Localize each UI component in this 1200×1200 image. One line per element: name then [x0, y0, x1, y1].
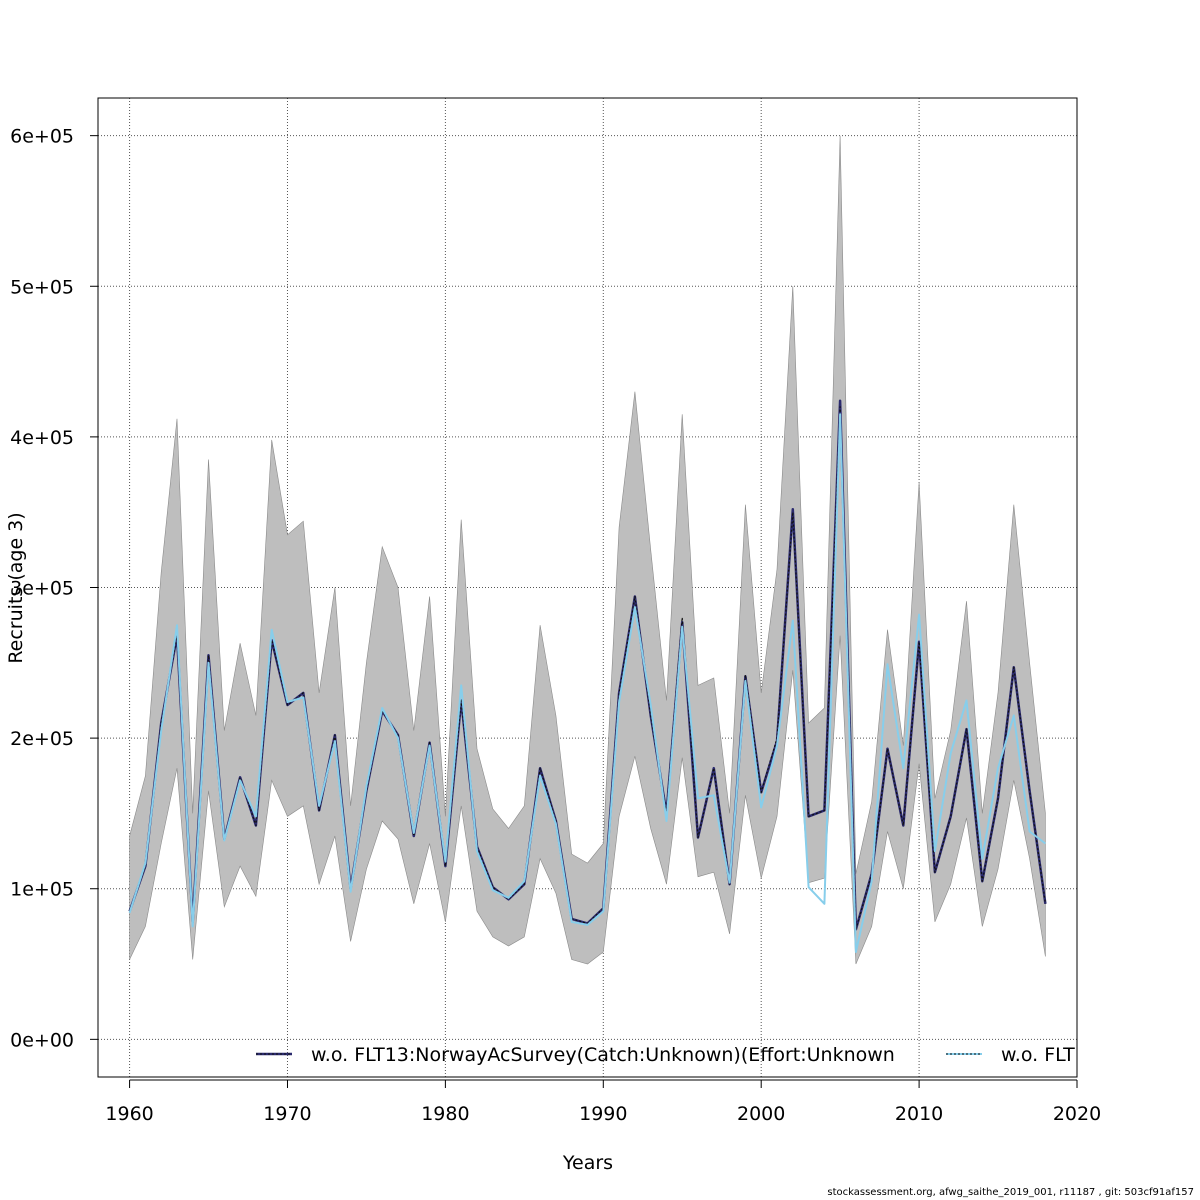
- x-axis-label: Years: [562, 1152, 613, 1174]
- x-tick-label: 2010: [895, 1103, 943, 1125]
- x-axis: 1960 1970 1980 1990 2000 2010 2020: [105, 1079, 1101, 1125]
- confidence-band-layer: [129, 135, 1046, 965]
- legend: w.o. FLT13:NorwayAcSurvey(Catch:Unknown)…: [256, 1044, 1075, 1066]
- series-line-3: [128, 413, 1047, 953]
- x-tick-label: 2020: [1053, 1103, 1101, 1125]
- y-axis-label: Recruits (age 3): [5, 512, 27, 663]
- y-tick-label: 6e+05: [10, 126, 74, 148]
- legend-label-1: w.o. FLT13:NorwayAcSurvey(Catch:Unknown)…: [311, 1044, 895, 1066]
- y-axis: 0e+00 1e+05 2e+05 3e+05 4e+05 5e+05 6e+05: [10, 126, 98, 1051]
- x-tick-label: 1970: [263, 1103, 311, 1125]
- y-tick-label: 5e+05: [10, 276, 74, 298]
- footer-credit: stockassessment.org, afwg_saithe_2019_00…: [827, 1187, 1194, 1198]
- x-tick-label: 2000: [737, 1103, 785, 1125]
- y-tick-label: 2e+05: [10, 728, 74, 750]
- x-tick-label: 1990: [579, 1103, 627, 1125]
- y-tick-label: 1e+05: [10, 879, 74, 901]
- legend-label-2: w.o. FLT: [1001, 1044, 1075, 1066]
- x-tick-label: 1980: [421, 1103, 469, 1125]
- y-tick-label: 0e+00: [10, 1029, 74, 1051]
- y-tick-label: 4e+05: [10, 427, 74, 449]
- series-line-2: [129, 406, 1046, 931]
- confidence-band: [129, 135, 1046, 965]
- series-layer: [128, 399, 1047, 953]
- y-tick-label: 3e+05: [10, 578, 74, 600]
- x-tick-label: 1960: [105, 1103, 153, 1125]
